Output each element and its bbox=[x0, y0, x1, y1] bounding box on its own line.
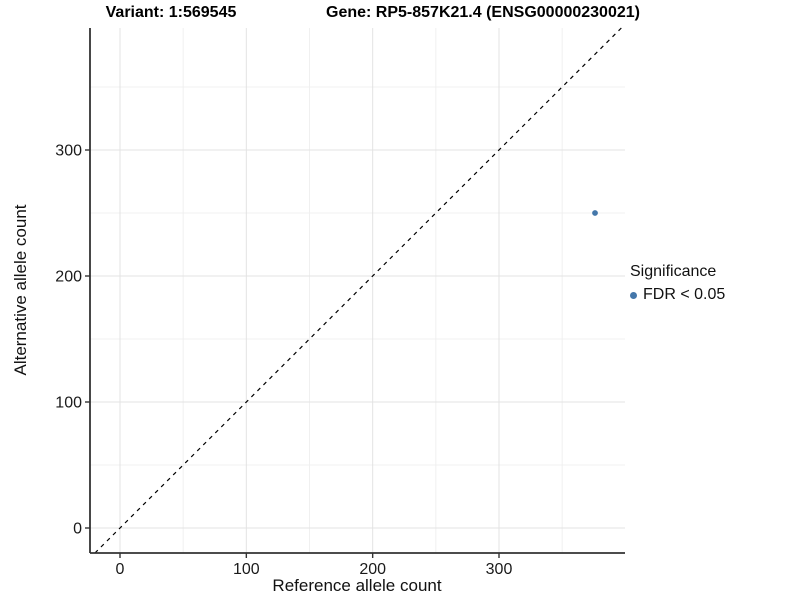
data-point bbox=[592, 210, 598, 216]
legend: Significance FDR < 0.05 bbox=[630, 263, 725, 304]
x-axis-title: Reference allele count bbox=[272, 576, 442, 595]
variant-title: Variant: 1:569545 bbox=[105, 4, 237, 21]
x-tick-label: 200 bbox=[359, 561, 386, 578]
legend-swatch-icon bbox=[630, 291, 637, 299]
gene-title: Gene: RP5-857K21.4 (ENSG00000230021) bbox=[326, 4, 640, 21]
legend-item-label: FDR < 0.05 bbox=[643, 286, 726, 303]
legend-title: Significance bbox=[630, 263, 717, 280]
x-tick-label: 0 bbox=[116, 561, 125, 578]
y-axis-title: Alternative allele count bbox=[11, 204, 30, 376]
legend-item: FDR < 0.05 bbox=[630, 286, 725, 304]
x-tick-label: 300 bbox=[486, 561, 513, 578]
y-tick-label: 300 bbox=[55, 143, 82, 160]
identity-line bbox=[94, 27, 622, 554]
x-tick-label: 100 bbox=[233, 561, 260, 578]
y-tick-label: 0 bbox=[73, 521, 82, 538]
y-tick-label: 200 bbox=[55, 269, 82, 286]
y-tick-label: 100 bbox=[55, 395, 82, 412]
